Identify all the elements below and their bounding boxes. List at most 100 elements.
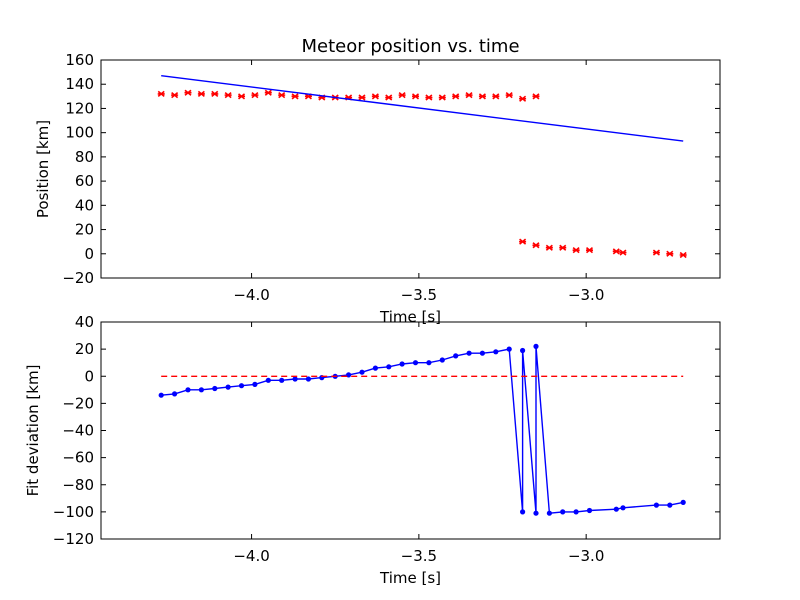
y-axis-label: Fit deviation [km] <box>24 365 42 497</box>
y-tick-label: 100 <box>65 124 94 142</box>
data-point <box>532 93 540 100</box>
data-point <box>613 506 619 512</box>
data-point <box>666 250 674 257</box>
data-point <box>279 377 285 383</box>
data-point <box>465 92 473 99</box>
data-point <box>425 94 433 101</box>
data-point <box>224 92 232 99</box>
chart-title: Meteor position vs. time <box>301 36 519 57</box>
deviation-plot: −4.0 −3.5 −3.0 −120 −100 −80 −60 −40 −20 0 20 40 Tim… <box>24 313 721 587</box>
data-point <box>559 244 567 251</box>
data-point <box>520 347 526 354</box>
data-point <box>492 93 500 100</box>
data-point <box>211 90 219 98</box>
data-point <box>238 93 246 100</box>
x-tick-label: −3.5 <box>401 547 437 565</box>
y-tick-label: 40 <box>75 196 94 214</box>
y-tick-label: −20 <box>62 394 94 412</box>
data-point <box>620 505 626 511</box>
data-point <box>453 353 459 359</box>
plot-frame <box>100 59 721 279</box>
data-point <box>346 372 352 378</box>
y-tick-label: 0 <box>84 367 94 385</box>
y-tick-label: 60 <box>75 172 94 190</box>
data-point <box>653 502 660 508</box>
data-point <box>506 346 512 352</box>
y-tick-label: 160 <box>65 51 94 69</box>
data-point <box>426 360 432 366</box>
data-point <box>680 499 686 505</box>
x-tick-label: −4.0 <box>233 286 269 304</box>
series-line <box>161 346 684 514</box>
data-point <box>679 251 687 259</box>
data-point <box>546 510 553 516</box>
data-point <box>371 93 379 100</box>
data-point <box>439 357 445 363</box>
data-point <box>171 92 179 99</box>
data-point <box>225 384 231 390</box>
series-line <box>161 75 684 142</box>
y-tick-label: 20 <box>75 340 94 358</box>
data-point <box>619 249 627 256</box>
y-tick-label: 20 <box>75 221 94 239</box>
y-tick-label: −20 <box>62 269 94 287</box>
y-tick-label: −60 <box>62 449 94 467</box>
data-point <box>652 249 660 256</box>
data-point <box>586 507 593 514</box>
data-point <box>438 94 446 101</box>
data-point <box>505 92 513 99</box>
data-point <box>265 377 271 383</box>
data-point <box>520 509 526 515</box>
position-plot: −4.0 −3.5 −3.0 −20 0 20 40 60 80 100 120 140 160 Time… <box>34 36 721 326</box>
data-point <box>278 92 286 99</box>
data-point <box>386 364 392 370</box>
data-point <box>305 376 311 382</box>
data-point <box>398 92 406 99</box>
data-point <box>292 376 298 382</box>
data-point <box>572 247 580 254</box>
y-tick-label: −40 <box>62 422 94 440</box>
data-point <box>533 510 539 516</box>
data-point <box>560 509 566 515</box>
data-point <box>399 361 405 367</box>
y-tick-label: 80 <box>75 148 94 166</box>
data-point <box>252 381 258 387</box>
y-tick-label: 120 <box>65 99 94 117</box>
data-point <box>519 95 527 102</box>
x-tick-label: −3.0 <box>568 547 604 565</box>
x-tick-label: −3.0 <box>568 286 604 304</box>
data-point <box>533 343 539 349</box>
y-tick-label: 140 <box>65 75 94 93</box>
data-point <box>466 350 472 356</box>
data-point <box>358 94 366 101</box>
data-point <box>197 90 205 98</box>
data-point <box>478 93 486 100</box>
data-point <box>667 502 673 508</box>
y-tick-label: −100 <box>53 503 94 521</box>
data-point <box>573 509 579 515</box>
x-tick-label: −4.0 <box>233 547 269 565</box>
data-point <box>412 93 420 100</box>
data-point <box>157 90 165 98</box>
data-point <box>198 387 204 393</box>
data-point <box>212 385 218 392</box>
data-point <box>479 350 485 356</box>
data-point <box>519 238 527 245</box>
data-point <box>385 94 393 101</box>
data-point <box>185 387 191 393</box>
data-point <box>158 392 164 398</box>
y-tick-label: −120 <box>53 530 94 548</box>
y-tick-label: −80 <box>62 476 94 494</box>
y-tick-label: 40 <box>75 313 94 331</box>
data-point <box>251 92 259 99</box>
y-axis-label: Position [km] <box>34 120 52 218</box>
data-point <box>184 89 192 96</box>
data-point <box>452 93 460 100</box>
data-point <box>372 365 378 371</box>
x-axis-label: Time [s] <box>379 569 441 587</box>
data-point <box>545 244 553 251</box>
y-tick-label: 0 <box>84 245 94 263</box>
data-point <box>359 369 365 375</box>
